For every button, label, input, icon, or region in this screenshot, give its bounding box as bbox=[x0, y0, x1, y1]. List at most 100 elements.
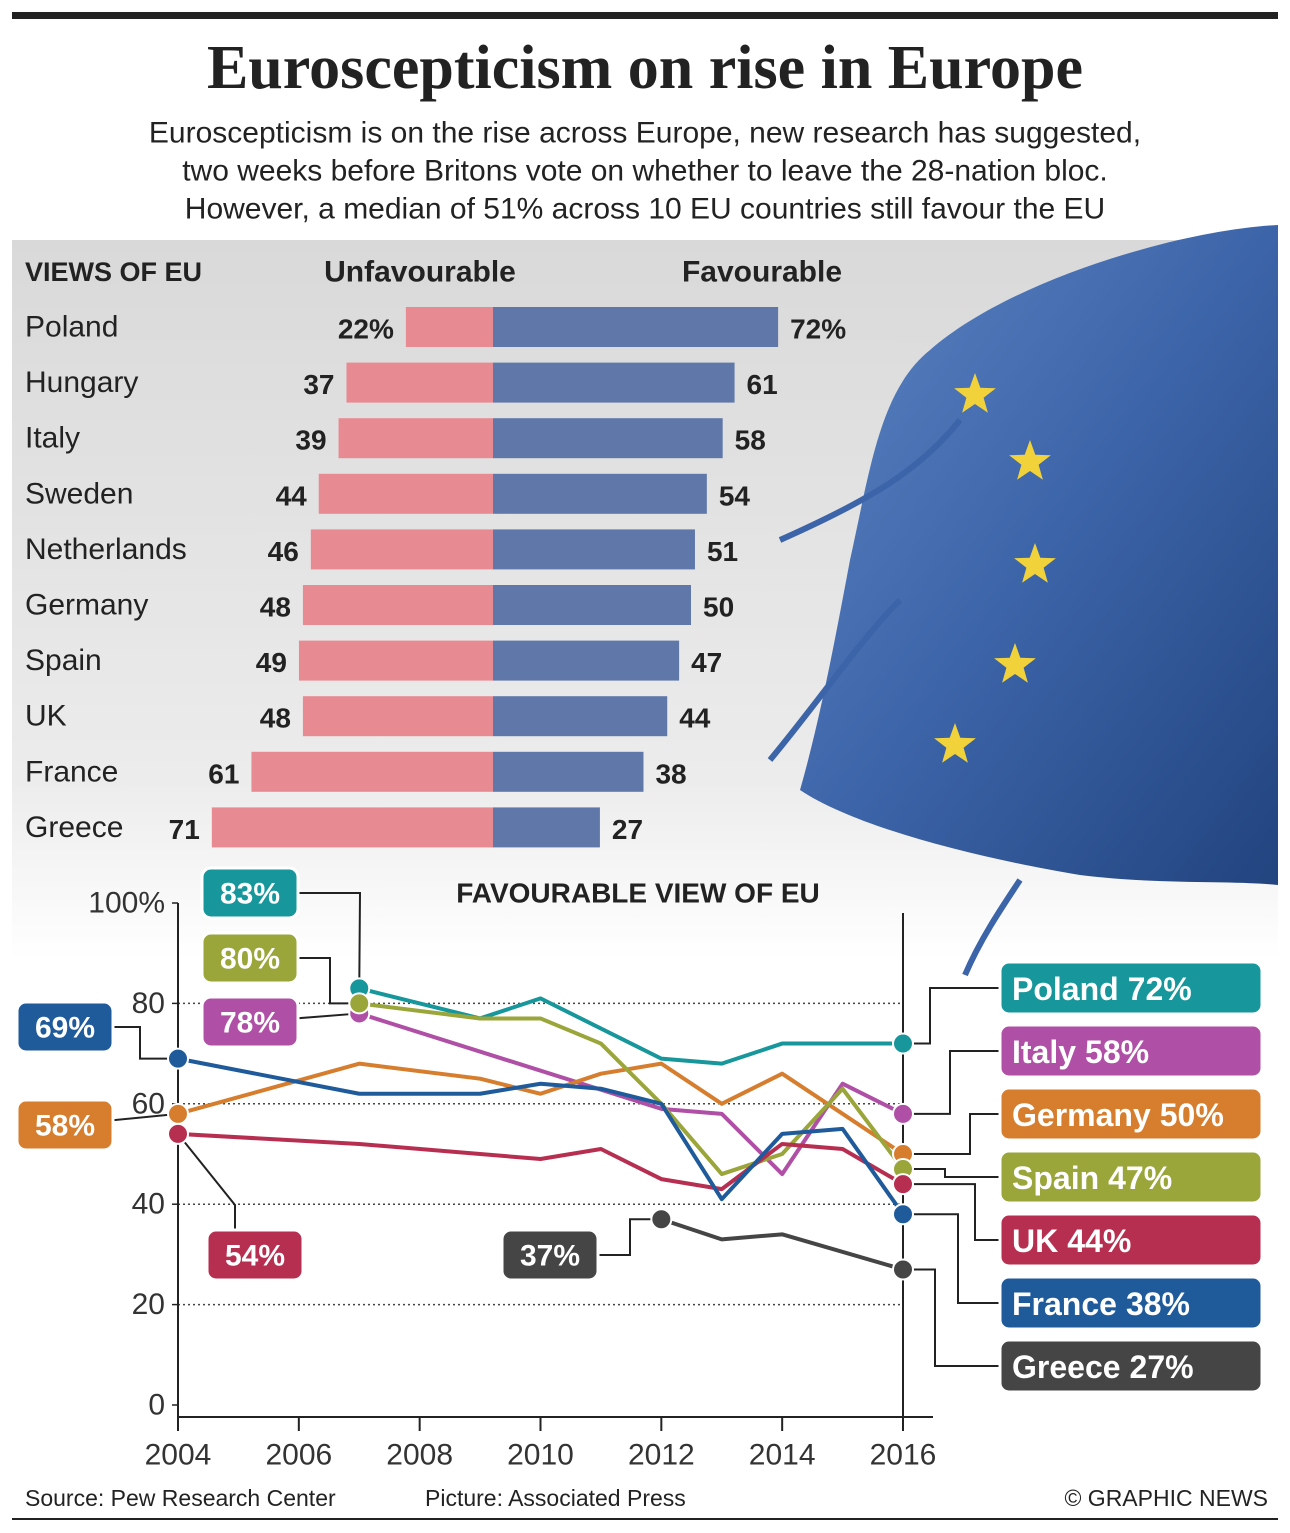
y-tick-label: 40 bbox=[132, 1188, 165, 1221]
data-point bbox=[167, 1122, 189, 1145]
category-label: France bbox=[25, 755, 118, 788]
x-tick-label: 2004 bbox=[145, 1439, 212, 1472]
callout-label: 78% bbox=[220, 1007, 280, 1040]
data-point bbox=[892, 1102, 914, 1125]
bar-favourable bbox=[493, 640, 680, 681]
data-point bbox=[892, 1203, 914, 1226]
x-tick-label: 2008 bbox=[386, 1439, 453, 1472]
value-label: 72% bbox=[790, 314, 846, 345]
legend-label: Poland 72% bbox=[1012, 971, 1192, 1007]
category-label: Sweden bbox=[25, 477, 133, 510]
legend-value: 47% bbox=[1108, 1160, 1172, 1196]
callout-box bbox=[200, 931, 300, 985]
bar-favourable bbox=[493, 696, 668, 737]
picture-credit: Picture: Associated Press bbox=[425, 1485, 686, 1511]
legend-label: Greece 27% bbox=[1012, 1349, 1194, 1385]
series-line bbox=[177, 1056, 905, 1216]
y-tick-label: 0 bbox=[148, 1389, 165, 1422]
bar-favourable bbox=[493, 529, 695, 570]
legend-value: 72% bbox=[1128, 971, 1192, 1007]
value-label: 61 bbox=[747, 369, 778, 400]
legend-name: Germany bbox=[1012, 1097, 1151, 1133]
top-rule bbox=[12, 12, 1278, 19]
legend-label: Germany 50% bbox=[1012, 1097, 1224, 1133]
value-label: 48 bbox=[260, 703, 291, 734]
callout-label: 83% bbox=[220, 878, 280, 911]
value-label: 44 bbox=[679, 703, 711, 734]
value-label: 46 bbox=[268, 536, 299, 567]
category-label: Spain bbox=[25, 644, 102, 677]
legend-box bbox=[998, 1275, 1264, 1331]
callout-label: 58% bbox=[35, 1110, 95, 1143]
line-chart-title: FAVOURABLE VIEW OF EU bbox=[456, 878, 820, 909]
data-point bbox=[650, 1208, 673, 1231]
title: Euroscepticism on rise in Europe bbox=[207, 34, 1083, 102]
bar-unfavourable bbox=[211, 807, 493, 848]
subtitle: Euroscepticism is on the rise across Eur… bbox=[149, 117, 1141, 150]
legend-name: France bbox=[1012, 1286, 1117, 1322]
bar-unfavourable bbox=[338, 418, 493, 459]
credit: © GRAPHIC NEWS bbox=[1064, 1485, 1268, 1511]
series-line bbox=[177, 1131, 905, 1192]
value-label: 58 bbox=[735, 425, 766, 456]
bar-favourable bbox=[493, 807, 600, 848]
series-line bbox=[660, 1217, 904, 1272]
bar-unfavourable bbox=[302, 696, 493, 737]
legend-box bbox=[998, 1212, 1264, 1268]
x-tick-label: 2006 bbox=[265, 1439, 332, 1472]
category-label: Italy bbox=[25, 422, 80, 455]
category-label: Greece bbox=[25, 811, 123, 844]
value-label: 61 bbox=[208, 758, 239, 789]
legend-value: 50% bbox=[1160, 1097, 1224, 1133]
data-point bbox=[167, 1047, 189, 1070]
data-point bbox=[167, 1102, 189, 1125]
series-line bbox=[358, 986, 903, 1066]
bar-chart-title: VIEWS OF EU bbox=[25, 257, 202, 287]
category-label: Netherlands bbox=[25, 533, 187, 566]
category-label: UK bbox=[25, 700, 67, 733]
value-label: 48 bbox=[260, 592, 291, 623]
legend-name: Poland bbox=[1012, 971, 1119, 1007]
bar-unfavourable bbox=[318, 473, 493, 514]
legend-value: 27% bbox=[1130, 1349, 1194, 1385]
bar-unfavourable bbox=[251, 751, 493, 792]
legend-box bbox=[998, 1023, 1264, 1079]
legend-name: Italy bbox=[1012, 1034, 1076, 1070]
callout-box bbox=[200, 866, 300, 920]
value-label: 71 bbox=[169, 814, 200, 845]
column-header: Favourable bbox=[682, 256, 842, 289]
bar-favourable bbox=[493, 585, 691, 625]
value-label: 22% bbox=[338, 314, 394, 345]
legend-box bbox=[998, 1086, 1264, 1142]
legend-label: France 38% bbox=[1012, 1286, 1190, 1322]
x-tick-label: 2014 bbox=[749, 1439, 816, 1472]
legend-value: 38% bbox=[1126, 1286, 1190, 1322]
y-tick-label: 80 bbox=[132, 987, 165, 1020]
legend-box bbox=[998, 960, 1264, 1016]
callout-label: 54% bbox=[225, 1240, 285, 1273]
callout-box bbox=[205, 1228, 305, 1282]
legend-box bbox=[998, 1149, 1264, 1205]
bottom-rule bbox=[12, 1518, 1278, 1520]
series-line bbox=[177, 1061, 905, 1156]
value-label: 27 bbox=[612, 814, 643, 845]
x-tick-label: 2016 bbox=[870, 1439, 937, 1472]
value-label: 47 bbox=[691, 647, 722, 678]
bar-unfavourable bbox=[346, 362, 493, 403]
callout-label: 69% bbox=[35, 1012, 95, 1045]
x-tick-label: 2010 bbox=[507, 1439, 574, 1472]
subtitle: However, a median of 51% across 10 EU co… bbox=[185, 193, 1105, 226]
flag-threads bbox=[767, 418, 1023, 977]
callout-box bbox=[500, 1228, 600, 1282]
data-point bbox=[892, 1258, 914, 1281]
callout-box bbox=[200, 995, 300, 1049]
legend-name: UK bbox=[1012, 1223, 1058, 1259]
value-label: 54 bbox=[719, 480, 751, 511]
legend-label: Italy 58% bbox=[1012, 1034, 1149, 1070]
subtitle: two weeks before Britons vote on whether… bbox=[182, 155, 1108, 188]
bar-unfavourable bbox=[298, 640, 493, 681]
callout-label: 37% bbox=[520, 1240, 580, 1273]
bar-favourable bbox=[493, 751, 644, 792]
category-label: Poland bbox=[25, 311, 118, 344]
